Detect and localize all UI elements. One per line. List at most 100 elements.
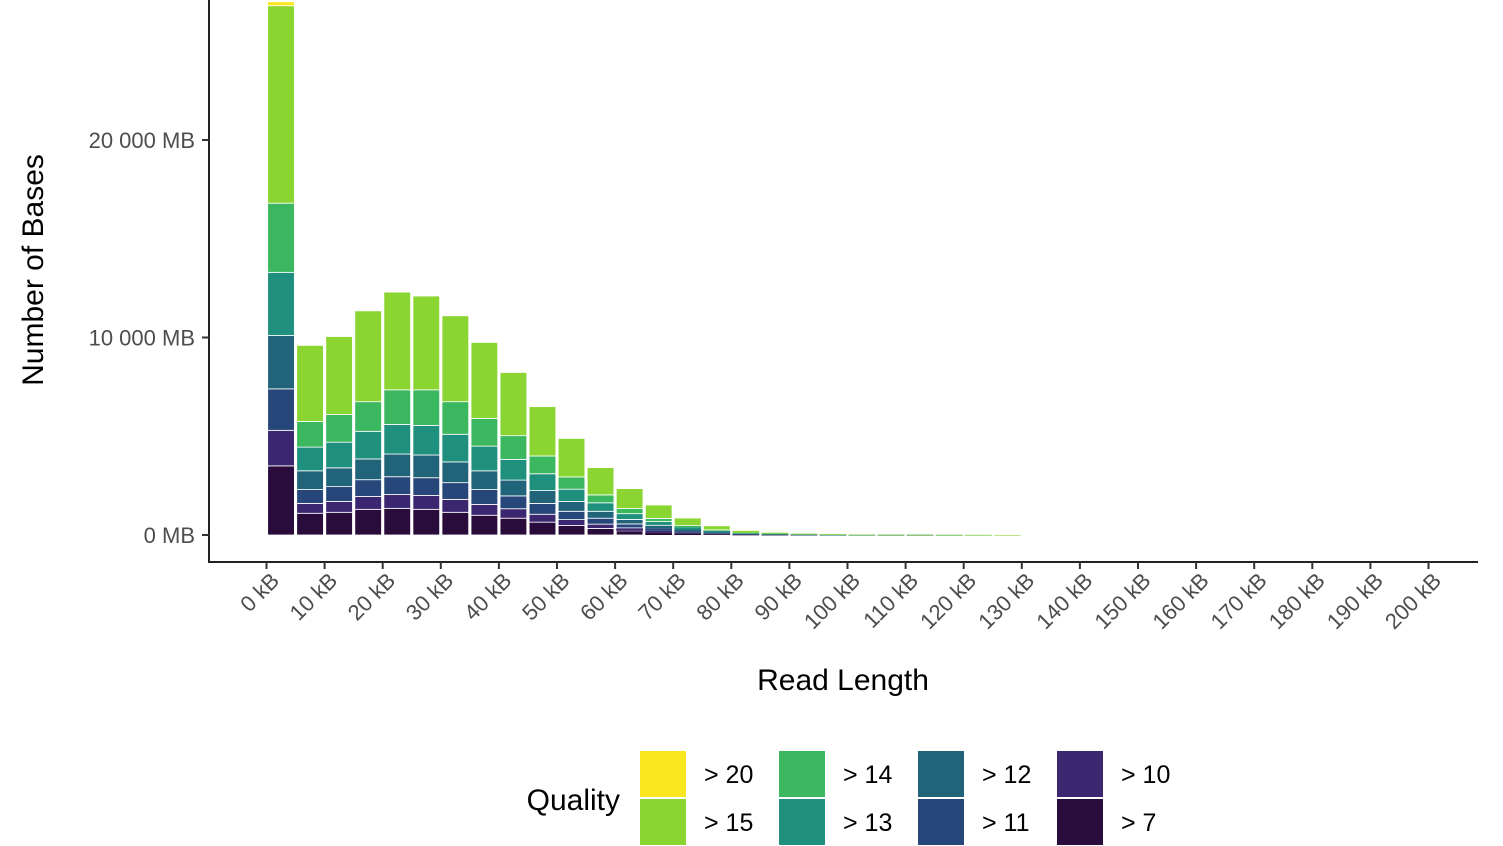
bar-segment — [267, 271, 295, 336]
bar-segment — [528, 490, 557, 504]
x-tick-label: 20 kB — [343, 568, 400, 625]
bar-segment — [615, 519, 644, 525]
bar-segment — [616, 527, 643, 531]
bar-segment — [645, 532, 673, 535]
bar-segment — [761, 534, 789, 535]
bar-segment — [354, 496, 382, 510]
bar-segment — [470, 503, 499, 516]
bar-segment — [296, 421, 324, 448]
bar-segment — [586, 517, 615, 525]
bar-segment — [296, 512, 324, 536]
x-tick-label: 160 kB — [1148, 568, 1214, 634]
bar-segment — [674, 525, 702, 528]
bar-segment — [325, 511, 353, 536]
x-tick-label: 170 kB — [1206, 568, 1272, 634]
bar-segment — [645, 525, 673, 529]
bar-segment — [354, 310, 382, 403]
bar-segment — [412, 454, 441, 479]
x-tick-label: 10 kB — [285, 568, 342, 625]
bar-segment — [674, 532, 702, 534]
bar-segment — [325, 501, 353, 513]
bar-segment — [673, 517, 702, 526]
bar-segment — [732, 530, 760, 533]
bar-segment — [412, 295, 441, 391]
bar-segment — [703, 532, 731, 534]
bar-segment — [732, 534, 760, 535]
x-tick-label: 180 kB — [1264, 568, 1330, 634]
bar-segment — [354, 458, 382, 481]
bars-layer — [267, 1, 1021, 536]
bar-segment — [325, 441, 353, 469]
bar-segment — [732, 534, 760, 536]
bar-segment — [383, 494, 411, 509]
legend-title: Quality — [527, 784, 620, 817]
bar-segment — [703, 525, 731, 531]
bar-segment — [441, 401, 470, 435]
bar-segment — [586, 510, 615, 519]
bar-segment — [412, 424, 441, 456]
legend-swatch — [918, 751, 964, 797]
bar-segment — [528, 513, 557, 523]
bar-segment — [557, 510, 586, 520]
bar-segment — [644, 521, 673, 526]
bar-segment — [296, 502, 324, 514]
x-tick-label: 60 kB — [575, 568, 632, 625]
legend-swatch — [640, 751, 686, 797]
bar-segment — [325, 336, 353, 415]
bar-segment — [325, 414, 353, 443]
bar-segment — [586, 523, 615, 529]
bar-segment — [470, 342, 499, 419]
bar-segment — [267, 1, 295, 7]
y-tick-label: 10 000 MB — [89, 326, 195, 351]
bar-segment — [906, 534, 934, 536]
bar-segment — [325, 467, 353, 488]
legend-swatch — [640, 799, 686, 845]
bar-segment — [557, 519, 586, 526]
bar-segment — [790, 534, 818, 535]
bar-segment — [703, 533, 731, 535]
bar-segment — [470, 470, 499, 490]
bar-segment — [557, 501, 586, 512]
bar-segment — [615, 513, 644, 520]
bar-segment — [644, 504, 673, 519]
bar-segment — [557, 476, 586, 490]
x-tick-label: 40 kB — [459, 568, 516, 625]
x-tick-label: 80 kB — [691, 568, 748, 625]
bar-segment — [645, 528, 673, 531]
bar-segment — [354, 430, 382, 460]
legend-label: > 12 — [982, 761, 1031, 789]
x-tick-label: 100 kB — [799, 568, 865, 634]
legend-swatch — [1057, 751, 1103, 797]
bar-segment — [615, 523, 644, 529]
bar-segment — [674, 531, 702, 533]
bar-segment — [383, 476, 411, 495]
bar-segment — [499, 479, 528, 497]
legend-label: > 15 — [704, 809, 753, 837]
bar-segment — [586, 494, 615, 504]
legend-swatch — [779, 799, 825, 845]
bar-segment — [499, 495, 528, 510]
y-tick-label: 0 MB — [144, 523, 195, 548]
axes-layer: 0 MB 10 000 MB 20 000 MB 0 kB 10 kB 20 kB 30 k… — [89, 0, 1478, 634]
legend-label: > 13 — [843, 809, 892, 837]
bar-segment — [383, 507, 411, 536]
bar-segment — [296, 489, 324, 504]
bar-segment — [354, 401, 382, 432]
legend-swatch — [779, 751, 825, 797]
bar-segment — [964, 534, 992, 536]
legend-label: > 11 — [982, 809, 1030, 837]
bar-segment — [267, 429, 295, 467]
bar-segment — [586, 528, 615, 536]
x-tick-label: 140 kB — [1031, 568, 1097, 634]
bar-segment — [703, 529, 731, 531]
legend: Quality > 20 > 15 > 14 > 13 > 12 > 11 > 10 > 7 — [527, 751, 1170, 845]
bar-segment — [499, 372, 528, 437]
x-tick-label: 190 kB — [1322, 568, 1388, 634]
bar-segment — [674, 527, 702, 530]
bar-segment — [761, 533, 789, 535]
x-tick-label: 0 kB — [235, 568, 284, 617]
bar-segment — [354, 479, 382, 497]
bar-segment — [296, 470, 324, 490]
legend-label: > 14 — [843, 761, 892, 789]
